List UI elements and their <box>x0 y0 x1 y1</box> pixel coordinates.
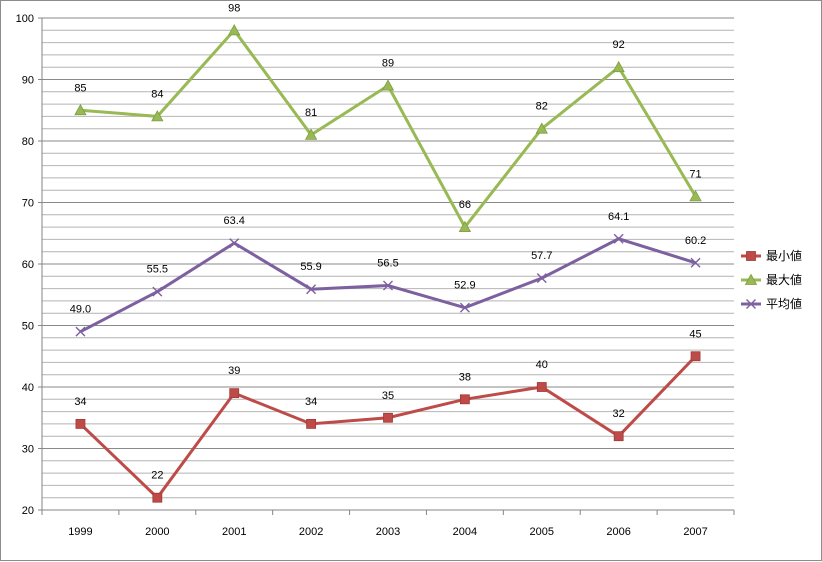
data-label-min: 40 <box>536 359 548 371</box>
data-label-min: 34 <box>305 396 317 408</box>
data-label-min: 45 <box>689 328 701 340</box>
data-point-avg <box>152 286 163 297</box>
data-label-max: 81 <box>305 107 317 119</box>
y-tick-label: 100 <box>16 13 34 25</box>
data-point-avg <box>613 233 624 244</box>
data-point-avg <box>383 280 393 291</box>
legend-label-min: 最小値 <box>766 248 802 263</box>
x-tick-label: 2002 <box>299 526 323 538</box>
y-tick-label: 70 <box>22 198 34 210</box>
legend-marker-min <box>746 251 756 261</box>
data-point-min <box>75 418 86 429</box>
data-point-max <box>612 60 625 73</box>
data-label-max: 66 <box>459 199 471 211</box>
data-point-avg <box>229 238 240 249</box>
data-label-min: 32 <box>613 408 625 420</box>
y-tick-label: 30 <box>22 444 34 456</box>
data-point-min <box>383 412 393 423</box>
x-tick-label: 2000 <box>145 526 169 538</box>
y-tick-label: 20 <box>22 505 34 517</box>
data-label-min: 34 <box>74 396 86 408</box>
data-point-min <box>306 418 317 429</box>
data-point-min <box>459 394 470 405</box>
legend-marker-max <box>744 273 758 285</box>
data-label-avg: 49.0 <box>70 304 91 316</box>
data-point-max <box>458 220 472 233</box>
data-point-avg <box>536 273 547 284</box>
y-tick-label: 50 <box>22 321 34 333</box>
x-tick-label: 2003 <box>376 526 400 538</box>
data-label-max: 84 <box>151 88 163 100</box>
data-label-min: 22 <box>151 470 163 482</box>
x-tick-label: 2006 <box>606 526 630 538</box>
data-label-max: 85 <box>74 82 86 94</box>
data-label-min: 39 <box>228 365 240 377</box>
data-point-min <box>690 351 701 362</box>
data-label-avg: 52.9 <box>454 280 475 292</box>
x-tick-label: 2005 <box>530 526 554 538</box>
data-label-avg: 64.1 <box>608 211 629 223</box>
data-point-max <box>228 23 241 36</box>
data-point-avg <box>459 302 470 313</box>
data-point-max <box>535 122 548 134</box>
data-label-avg: 57.7 <box>531 250 552 262</box>
data-point-avg <box>75 326 86 337</box>
data-label-avg: 56.5 <box>377 258 398 270</box>
y-tick-label: 90 <box>22 75 34 87</box>
data-label-avg: 55.5 <box>147 264 168 276</box>
legend-label-avg: 平均値 <box>766 296 802 311</box>
y-tick-label: 80 <box>22 136 34 148</box>
data-label-min: 35 <box>382 390 394 402</box>
data-point-max <box>304 128 318 140</box>
data-label-max: 71 <box>689 168 701 180</box>
data-point-max <box>381 79 395 91</box>
data-label-avg: 55.9 <box>300 261 321 273</box>
x-tick-label: 1999 <box>68 526 92 538</box>
data-point-min <box>613 431 624 442</box>
data-label-avg: 63.4 <box>224 215 245 227</box>
data-point-avg <box>690 257 701 268</box>
x-tick-label: 2001 <box>222 526 246 538</box>
data-label-max: 89 <box>382 58 394 70</box>
legend-marker-avg <box>746 299 756 309</box>
data-label-min: 38 <box>459 371 471 383</box>
y-tick-label: 40 <box>22 382 34 394</box>
data-point-min <box>229 388 240 399</box>
data-label-max: 92 <box>613 39 625 51</box>
data-label-max: 98 <box>228 2 240 14</box>
data-label-max: 82 <box>536 101 548 113</box>
y-tick-label: 60 <box>22 259 34 271</box>
data-point-max <box>689 190 702 202</box>
data-point-max <box>151 110 164 122</box>
data-point-avg <box>306 284 317 295</box>
data-point-min <box>536 382 547 392</box>
data-point-min <box>152 492 163 503</box>
legend-label-max: 最大値 <box>766 272 802 287</box>
data-point-max <box>74 103 87 116</box>
series-line-min <box>79 355 697 500</box>
data-label-avg: 60.2 <box>685 235 706 247</box>
x-tick-label: 2007 <box>683 526 707 538</box>
x-tick-label: 2004 <box>453 526 477 538</box>
